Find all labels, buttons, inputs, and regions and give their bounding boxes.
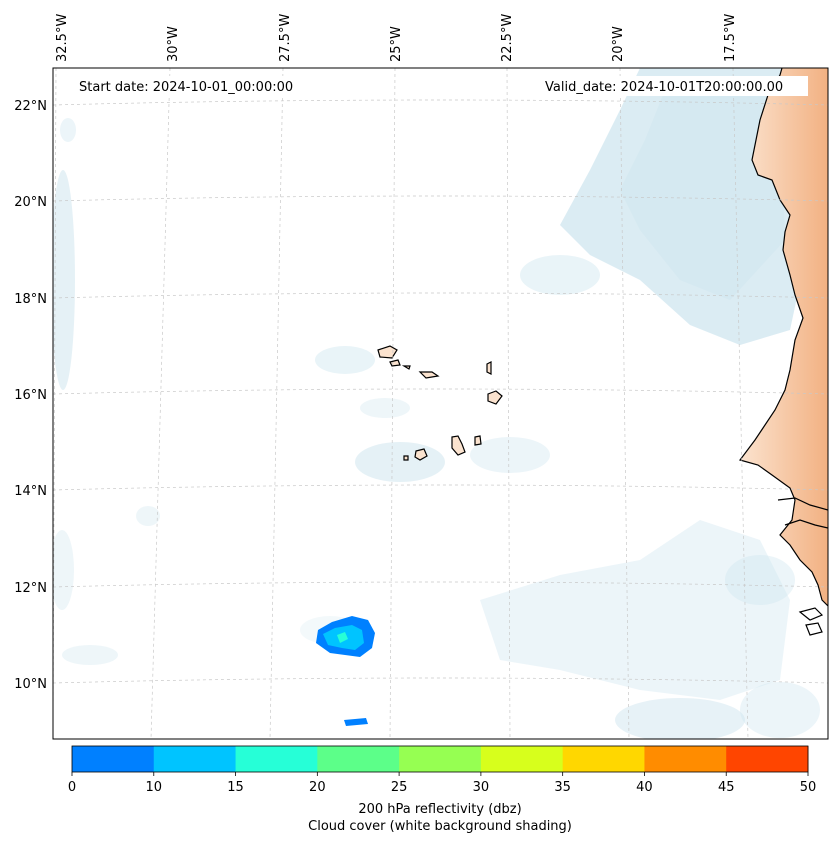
cloud-band-south [480, 520, 790, 700]
colorbar-swatch [644, 746, 727, 772]
parallel-18n [53, 292, 828, 299]
cloud-patch [740, 682, 820, 738]
lon-label: 17.5°W [723, 14, 738, 62]
colorbar-tick-label: 25 [391, 780, 408, 795]
island-maio [474, 435, 482, 446]
island-santo-antao [377, 345, 398, 359]
colorbar-swatch [153, 746, 237, 772]
africa-coastline [738, 68, 828, 607]
meridian-27-5w [269, 68, 284, 739]
island-santa-luzia [401, 365, 411, 370]
cloud-patch [136, 506, 160, 526]
cloud-patch [725, 555, 795, 605]
cloud-cover-shading [53, 68, 820, 739]
lat-label: 14°N [14, 484, 47, 499]
meridian-25w [389, 68, 396, 739]
cloud-patch [315, 346, 375, 374]
cloud-plume-north-inner [620, 80, 785, 300]
cloud-patch [60, 118, 76, 142]
coast-detail [784, 519, 828, 529]
colorbar-tick-label: 50 [800, 780, 817, 795]
colorbar-tick-label: 20 [309, 780, 326, 795]
meridian-30w [150, 68, 171, 739]
lat-label: 18°N [14, 292, 47, 307]
colorbar-label-line1: 200 hPa reflectivity (dbz) [358, 802, 521, 817]
meridian-20w [619, 68, 630, 739]
longitude-labels: 32.5°W 30°W 27.5°W 25°W 22.5°W 20°W 17.5… [55, 14, 738, 62]
colorbar-swatch [399, 746, 482, 772]
latitude-labels: 22°N 20°N 18°N 16°N 14°N 12°N 10°N [14, 99, 47, 692]
cloud-patch [520, 255, 600, 295]
parallel-12n [53, 581, 828, 588]
island-sal [486, 361, 492, 375]
lon-label: 20°W [611, 26, 626, 62]
colorbar-tick-label: 15 [227, 780, 244, 795]
reflectivity-cell-20dbz [337, 632, 348, 643]
colorbar-tick-label: 10 [146, 780, 163, 795]
parallel-22n [53, 99, 828, 106]
valid-date-box [540, 76, 808, 96]
colorbar-swatch [72, 746, 155, 772]
island-santiago [451, 435, 466, 456]
cloud-patch [470, 437, 550, 473]
lon-label: 27.5°W [278, 14, 293, 62]
colorbar-tick-label: 35 [554, 780, 571, 795]
parallel-10n [53, 677, 828, 684]
colorbar-swatch [562, 746, 645, 772]
reflectivity-cells [316, 616, 375, 726]
cloud-patch [360, 398, 410, 418]
valid-date-label: Valid_date: 2024-10-01T20:00:00.00 [545, 80, 783, 95]
lat-label: 12°N [14, 581, 47, 596]
cloud-patch [355, 442, 445, 482]
cloud-patch [53, 530, 74, 610]
island-sao-nicolau [418, 371, 440, 379]
lon-label: 22.5°W [500, 14, 515, 62]
island-fogo [414, 448, 428, 461]
parallel-14n [53, 484, 828, 491]
meridian-17-5w [732, 68, 749, 739]
lat-label: 20°N [14, 195, 47, 210]
colorbar-frame [71, 745, 809, 773]
cloud-patch [62, 645, 118, 665]
coastline [738, 68, 828, 636]
colorbar-swatch [235, 746, 318, 772]
cloud-strip-west [53, 170, 75, 390]
lat-label: 10°N [14, 677, 47, 692]
lon-label: 25°W [389, 26, 404, 62]
parallel-16n [53, 388, 828, 395]
map-content [53, 68, 828, 739]
colorbar-swatch [480, 746, 564, 772]
colorbar: 0 10 15 20 25 30 35 40 45 50 [68, 745, 817, 795]
land-africa [740, 68, 828, 606]
colorbar-swatch [726, 746, 809, 772]
parallel-20n [53, 195, 828, 202]
map-frame [52, 67, 829, 740]
cape-verde-islands [377, 345, 503, 461]
start-date-label: Start date: 2024-10-01_00:00:00 [79, 80, 293, 95]
start-date-box [73, 76, 311, 96]
colorbar-tick-label: 40 [636, 780, 653, 795]
island-boa-vista [487, 390, 503, 405]
gambia-river-coast [777, 497, 828, 511]
cloud-patch [615, 698, 745, 739]
lat-label: 16°N [14, 388, 47, 403]
coast-detail [798, 607, 824, 621]
colorbar-label-line2: Cloud cover (white background shading) [308, 819, 572, 834]
colorbar-tick-label: 45 [718, 780, 735, 795]
colorbar-swatch [317, 746, 400, 772]
colorbar-tick-label: 0 [68, 780, 76, 795]
lon-label: 32.5°W [55, 14, 70, 62]
island-brava [403, 455, 409, 461]
colorbar-tick-label: 30 [473, 780, 490, 795]
reflectivity-cell-small [344, 718, 368, 726]
lat-label: 22°N [14, 99, 47, 114]
coast-detail [805, 622, 823, 636]
meridian-22-5w [506, 68, 511, 739]
lon-label: 30°W [166, 26, 181, 62]
